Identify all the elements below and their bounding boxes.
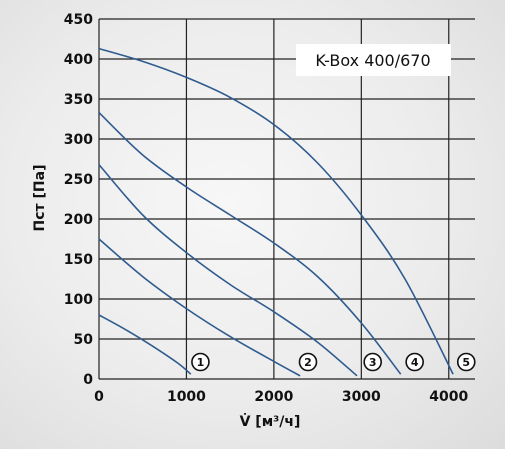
curve-marker-circle-5 xyxy=(456,352,476,372)
x-tick-label: 0 xyxy=(94,389,104,405)
curve-1 xyxy=(98,314,192,375)
y-tick-label: 250 xyxy=(64,172,93,188)
y-tick-label: 300 xyxy=(64,132,93,148)
y-tick-label: 400 xyxy=(64,52,93,68)
curve-marker-label: 4 xyxy=(411,356,419,369)
tick-labels: 0 50 100 150 200 250 300 350 400 450 0 1000 2000 3000… xyxy=(64,12,469,405)
grid xyxy=(98,18,475,380)
curve-marker-label: 1 xyxy=(197,356,205,369)
y-tick-label: 50 xyxy=(74,332,94,348)
y-tick-label: 100 xyxy=(64,292,93,308)
curve-2 xyxy=(98,238,301,377)
x-axis-title: V̇ [м³/ч] xyxy=(240,413,301,430)
y-tick-label: 450 xyxy=(64,12,93,28)
x-tick-label: 1000 xyxy=(167,389,206,405)
curve-4 xyxy=(98,112,402,375)
curve-marker-circle-4 xyxy=(405,352,424,372)
curve-marker-circle-3 xyxy=(363,352,382,372)
curve-marker-label: 5 xyxy=(462,356,470,369)
curve-markers: 1 2 3 4 5 xyxy=(191,352,476,372)
x-tick-label: 2000 xyxy=(254,389,293,405)
curves xyxy=(98,47,454,377)
x-tick-label: 4000 xyxy=(429,389,468,405)
title-box xyxy=(296,44,451,76)
x-tick-label: 3000 xyxy=(342,389,381,405)
y-axis-title: Пст [Па] xyxy=(32,165,48,232)
curve-3 xyxy=(98,164,358,377)
y-tick-label: 350 xyxy=(64,92,93,108)
curve-marker-label: 3 xyxy=(369,356,377,369)
chart-title: K-Box 400/670 xyxy=(315,51,430,70)
curve-5 xyxy=(98,47,454,375)
y-tick-label: 200 xyxy=(64,212,93,228)
y-tick-label: 0 xyxy=(83,372,93,388)
curve-marker-label: 2 xyxy=(304,356,312,369)
y-tick-label: 150 xyxy=(64,252,93,268)
curve-marker-circle-1 xyxy=(191,352,210,372)
curve-marker-circle-2 xyxy=(298,352,318,372)
